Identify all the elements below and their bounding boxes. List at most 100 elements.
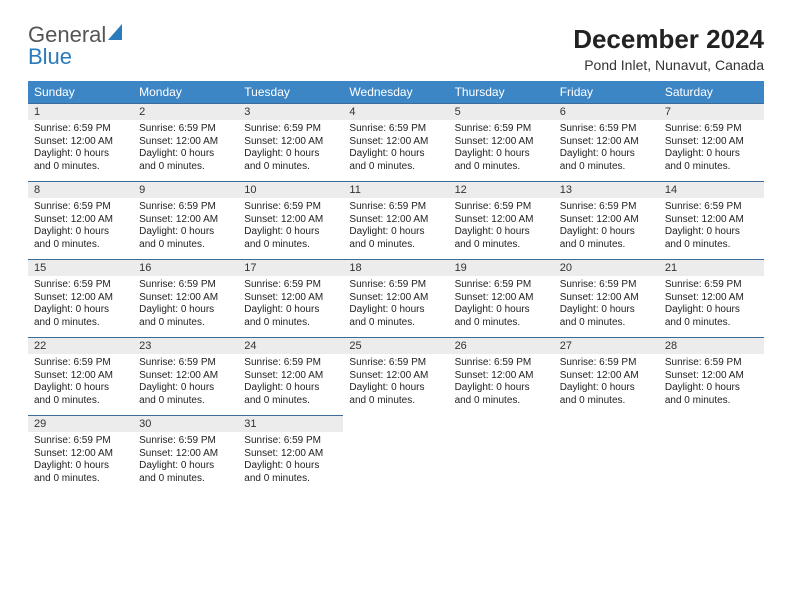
- weekday-header-cell: Wednesday: [343, 81, 448, 104]
- day-content-cell: Sunrise: 6:59 PMSunset: 12:00 AMDaylight…: [659, 354, 764, 416]
- day-number-cell: 6: [554, 104, 659, 121]
- daylight-line: Daylight: 0 hours and 0 minutes.: [34, 382, 127, 407]
- daylight-line: Daylight: 0 hours and 0 minutes.: [455, 304, 548, 329]
- month-title: December 2024: [573, 24, 764, 55]
- day-content-cell: Sunrise: 6:59 PMSunset: 12:00 AMDaylight…: [449, 198, 554, 260]
- day-number-cell: 28: [659, 338, 764, 355]
- daylight-line: Daylight: 0 hours and 0 minutes.: [139, 382, 232, 407]
- daylight-line: Daylight: 0 hours and 0 minutes.: [560, 382, 653, 407]
- sunset-line: Sunset: 12:00 AM: [560, 136, 653, 149]
- day-content-cell: Sunrise: 6:59 PMSunset: 12:00 AMDaylight…: [28, 432, 133, 493]
- daylight-line: Daylight: 0 hours and 0 minutes.: [455, 382, 548, 407]
- daylight-line: Daylight: 0 hours and 0 minutes.: [34, 226, 127, 251]
- daylight-line: Daylight: 0 hours and 0 minutes.: [349, 148, 442, 173]
- sunrise-line: Sunrise: 6:59 PM: [34, 123, 127, 136]
- day-content-cell: Sunrise: 6:59 PMSunset: 12:00 AMDaylight…: [28, 120, 133, 182]
- sunrise-line: Sunrise: 6:59 PM: [349, 279, 442, 292]
- weekday-header-cell: Tuesday: [238, 81, 343, 104]
- sunrise-line: Sunrise: 6:59 PM: [455, 279, 548, 292]
- sunrise-line: Sunrise: 6:59 PM: [139, 123, 232, 136]
- sunrise-line: Sunrise: 6:59 PM: [349, 123, 442, 136]
- sunrise-line: Sunrise: 6:59 PM: [560, 123, 653, 136]
- weekday-header-cell: Saturday: [659, 81, 764, 104]
- day-number-row: 1234567: [28, 104, 764, 121]
- sunrise-line: Sunrise: 6:59 PM: [244, 123, 337, 136]
- sunrise-line: Sunrise: 6:59 PM: [665, 123, 758, 136]
- daylight-line: Daylight: 0 hours and 0 minutes.: [34, 460, 127, 485]
- day-number-cell: 31: [238, 416, 343, 433]
- day-content-cell: Sunrise: 6:59 PMSunset: 12:00 AMDaylight…: [659, 198, 764, 260]
- day-number-row: 891011121314: [28, 182, 764, 199]
- day-number-cell: 12: [449, 182, 554, 199]
- daylight-line: Daylight: 0 hours and 0 minutes.: [665, 148, 758, 173]
- daylight-line: Daylight: 0 hours and 0 minutes.: [665, 382, 758, 407]
- daylight-line: Daylight: 0 hours and 0 minutes.: [244, 226, 337, 251]
- sunset-line: Sunset: 12:00 AM: [665, 370, 758, 383]
- weekday-header-row: SundayMondayTuesdayWednesdayThursdayFrid…: [28, 81, 764, 104]
- sunrise-line: Sunrise: 6:59 PM: [560, 201, 653, 214]
- day-number-cell: 25: [343, 338, 448, 355]
- logo-part2: Blue: [28, 44, 72, 69]
- daylight-line: Daylight: 0 hours and 0 minutes.: [139, 460, 232, 485]
- sunrise-line: Sunrise: 6:59 PM: [244, 435, 337, 448]
- day-number-cell: 7: [659, 104, 764, 121]
- sunrise-line: Sunrise: 6:59 PM: [665, 201, 758, 214]
- day-number-cell: 3: [238, 104, 343, 121]
- day-content-cell: Sunrise: 6:59 PMSunset: 12:00 AMDaylight…: [133, 354, 238, 416]
- sunset-line: Sunset: 12:00 AM: [560, 370, 653, 383]
- sunset-line: Sunset: 12:00 AM: [560, 292, 653, 305]
- sunrise-line: Sunrise: 6:59 PM: [244, 201, 337, 214]
- sunrise-line: Sunrise: 6:59 PM: [455, 357, 548, 370]
- day-number-cell: 24: [238, 338, 343, 355]
- sunset-line: Sunset: 12:00 AM: [34, 292, 127, 305]
- day-number-cell: 26: [449, 338, 554, 355]
- sunrise-line: Sunrise: 6:59 PM: [244, 357, 337, 370]
- day-number-cell: [659, 416, 764, 433]
- daylight-line: Daylight: 0 hours and 0 minutes.: [349, 382, 442, 407]
- day-content-cell: Sunrise: 6:59 PMSunset: 12:00 AMDaylight…: [343, 276, 448, 338]
- day-content-cell: Sunrise: 6:59 PMSunset: 12:00 AMDaylight…: [238, 198, 343, 260]
- day-number-cell: 13: [554, 182, 659, 199]
- sunset-line: Sunset: 12:00 AM: [139, 448, 232, 461]
- day-content-cell: Sunrise: 6:59 PMSunset: 12:00 AMDaylight…: [133, 198, 238, 260]
- daylight-line: Daylight: 0 hours and 0 minutes.: [34, 148, 127, 173]
- sunrise-line: Sunrise: 6:59 PM: [139, 279, 232, 292]
- sunrise-line: Sunrise: 6:59 PM: [349, 357, 442, 370]
- weekday-header-cell: Sunday: [28, 81, 133, 104]
- sunrise-line: Sunrise: 6:59 PM: [455, 201, 548, 214]
- day-content-cell: [449, 432, 554, 493]
- day-content-cell: Sunrise: 6:59 PMSunset: 12:00 AMDaylight…: [449, 354, 554, 416]
- day-content-cell: Sunrise: 6:59 PMSunset: 12:00 AMDaylight…: [28, 354, 133, 416]
- sunrise-line: Sunrise: 6:59 PM: [34, 201, 127, 214]
- day-number-cell: 14: [659, 182, 764, 199]
- day-content-row: Sunrise: 6:59 PMSunset: 12:00 AMDaylight…: [28, 198, 764, 260]
- daylight-line: Daylight: 0 hours and 0 minutes.: [139, 304, 232, 329]
- sunrise-line: Sunrise: 6:59 PM: [139, 435, 232, 448]
- sunset-line: Sunset: 12:00 AM: [349, 136, 442, 149]
- day-number-cell: 21: [659, 260, 764, 277]
- weekday-header-cell: Friday: [554, 81, 659, 104]
- sunset-line: Sunset: 12:00 AM: [244, 292, 337, 305]
- daylight-line: Daylight: 0 hours and 0 minutes.: [244, 382, 337, 407]
- day-content-cell: Sunrise: 6:59 PMSunset: 12:00 AMDaylight…: [133, 276, 238, 338]
- sunrise-line: Sunrise: 6:59 PM: [349, 201, 442, 214]
- day-number-cell: [554, 416, 659, 433]
- daylight-line: Daylight: 0 hours and 0 minutes.: [349, 304, 442, 329]
- day-number-cell: 5: [449, 104, 554, 121]
- sunrise-line: Sunrise: 6:59 PM: [665, 357, 758, 370]
- sunset-line: Sunset: 12:00 AM: [560, 214, 653, 227]
- day-number-row: 293031: [28, 416, 764, 433]
- title-block: December 2024 Pond Inlet, Nunavut, Canad…: [573, 24, 764, 73]
- day-number-row: 15161718192021: [28, 260, 764, 277]
- day-content-row: Sunrise: 6:59 PMSunset: 12:00 AMDaylight…: [28, 432, 764, 493]
- day-content-cell: Sunrise: 6:59 PMSunset: 12:00 AMDaylight…: [238, 276, 343, 338]
- sunset-line: Sunset: 12:00 AM: [34, 136, 127, 149]
- day-number-cell: 16: [133, 260, 238, 277]
- daylight-line: Daylight: 0 hours and 0 minutes.: [244, 304, 337, 329]
- day-number-row: 22232425262728: [28, 338, 764, 355]
- daylight-line: Daylight: 0 hours and 0 minutes.: [349, 226, 442, 251]
- day-number-cell: 22: [28, 338, 133, 355]
- logo: General Blue: [28, 24, 122, 68]
- day-content-cell: [659, 432, 764, 493]
- location-text: Pond Inlet, Nunavut, Canada: [573, 57, 764, 73]
